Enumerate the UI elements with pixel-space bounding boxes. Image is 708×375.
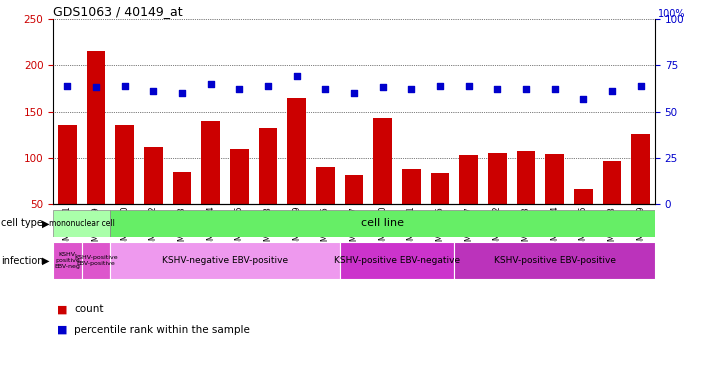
Point — [263, 82, 274, 88]
Text: cell line: cell line — [361, 219, 404, 228]
Point — [406, 86, 417, 92]
Bar — [345, 175, 363, 251]
Bar — [632, 134, 650, 251]
Point — [549, 86, 560, 92]
Bar — [287, 98, 306, 251]
Text: 100%: 100% — [658, 9, 685, 19]
Text: GDS1063 / 40149_at: GDS1063 / 40149_at — [53, 4, 183, 18]
Text: KSHV-positive EBV-positive: KSHV-positive EBV-positive — [493, 256, 615, 265]
Bar — [545, 154, 564, 251]
Point — [91, 84, 102, 90]
Text: mononuclear cell: mononuclear cell — [49, 219, 115, 228]
Bar — [53, 210, 110, 237]
Text: ■: ■ — [57, 304, 67, 314]
Point — [205, 81, 217, 87]
Bar — [430, 173, 450, 251]
Bar — [459, 155, 478, 251]
Text: ■: ■ — [57, 325, 67, 335]
Point — [234, 86, 245, 92]
Bar — [603, 161, 621, 251]
Point — [606, 88, 617, 94]
Point — [434, 82, 445, 88]
Bar — [87, 51, 105, 251]
Point — [348, 90, 360, 96]
Bar — [316, 167, 335, 251]
Bar — [340, 242, 455, 279]
Point — [62, 82, 73, 88]
Bar — [230, 149, 249, 251]
Bar — [115, 126, 134, 251]
Point — [148, 88, 159, 94]
Point — [377, 84, 388, 90]
Bar — [373, 118, 392, 251]
Text: percentile rank within the sample: percentile rank within the sample — [74, 325, 250, 335]
Point — [291, 73, 302, 79]
Bar — [81, 242, 110, 279]
Bar — [144, 147, 163, 251]
Point — [320, 86, 331, 92]
Point — [520, 86, 532, 92]
Bar — [201, 121, 220, 251]
Point — [491, 86, 503, 92]
Bar — [258, 128, 278, 251]
Bar — [173, 172, 191, 251]
Bar — [58, 126, 76, 251]
Point — [578, 96, 589, 102]
Text: cell type: cell type — [1, 219, 43, 228]
Text: KSHV-positive
EBV-positive: KSHV-positive EBV-positive — [74, 255, 118, 266]
Text: ▶: ▶ — [42, 256, 50, 266]
Point — [119, 82, 130, 88]
Bar — [402, 169, 421, 251]
Text: KSHV-negative EBV-positive: KSHV-negative EBV-positive — [162, 256, 288, 265]
Bar — [517, 150, 535, 251]
Text: KSHV-
positive
EBV-neg: KSHV- positive EBV-neg — [55, 252, 81, 269]
Point — [176, 90, 188, 96]
Bar — [488, 153, 507, 251]
Text: infection: infection — [1, 256, 44, 266]
Bar — [110, 242, 340, 279]
Bar — [455, 242, 655, 279]
Point — [635, 82, 646, 88]
Text: ▶: ▶ — [42, 219, 50, 228]
Bar — [53, 242, 81, 279]
Text: count: count — [74, 304, 104, 314]
Text: KSHV-positive EBV-negative: KSHV-positive EBV-negative — [334, 256, 460, 265]
Point — [463, 82, 474, 88]
Bar — [574, 189, 593, 251]
